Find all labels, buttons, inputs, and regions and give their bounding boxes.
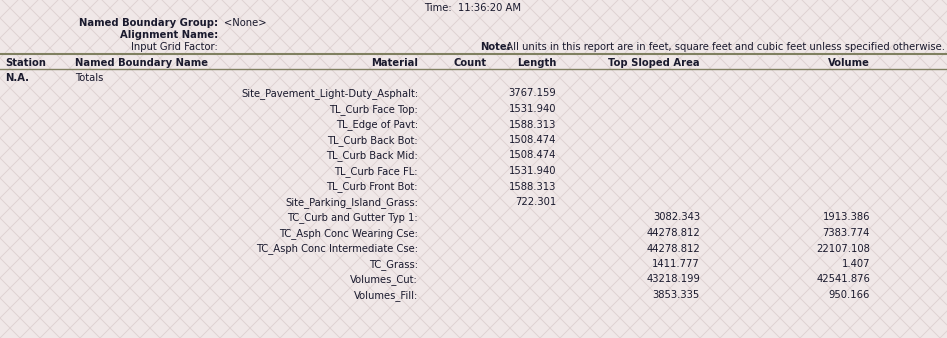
Text: 1588.313: 1588.313 xyxy=(509,120,556,129)
Text: Volumes_Fill:: Volumes_Fill: xyxy=(354,290,418,301)
Text: TL_Curb Back Mid:: TL_Curb Back Mid: xyxy=(327,150,418,162)
Text: N.A.: N.A. xyxy=(5,73,29,83)
Text: Length: Length xyxy=(517,58,556,68)
Text: TL_Curb Front Bot:: TL_Curb Front Bot: xyxy=(327,182,418,192)
Text: 1411.777: 1411.777 xyxy=(652,259,700,269)
Text: 1508.474: 1508.474 xyxy=(509,135,556,145)
Text: 722.301: 722.301 xyxy=(515,197,556,207)
Text: Note:: Note: xyxy=(480,42,510,52)
Text: TC_Asph Conc Intermediate Cse:: TC_Asph Conc Intermediate Cse: xyxy=(256,243,418,255)
Text: 22107.108: 22107.108 xyxy=(816,243,870,254)
Text: Count: Count xyxy=(454,58,487,68)
Text: Totals: Totals xyxy=(75,73,103,83)
Text: TL_Curb Face Top:: TL_Curb Face Top: xyxy=(330,104,418,115)
Text: <None>: <None> xyxy=(224,18,266,28)
Text: TC_Asph Conc Wearing Cse:: TC_Asph Conc Wearing Cse: xyxy=(279,228,418,239)
Text: All units in this report are in feet, square feet and cubic feet unless specifie: All units in this report are in feet, sq… xyxy=(500,42,945,52)
Text: TL_Curb Face FL:: TL_Curb Face FL: xyxy=(334,166,418,177)
Text: Site_Pavement_Light-Duty_Asphalt:: Site_Pavement_Light-Duty_Asphalt: xyxy=(241,89,418,99)
Text: 1531.940: 1531.940 xyxy=(509,104,556,114)
Text: Alignment Name:: Alignment Name: xyxy=(119,30,218,40)
Text: 7383.774: 7383.774 xyxy=(823,228,870,238)
Text: Material: Material xyxy=(371,58,418,68)
Text: 950.166: 950.166 xyxy=(829,290,870,300)
Text: Named Boundary Group:: Named Boundary Group: xyxy=(79,18,218,28)
Text: TL_Curb Back Bot:: TL_Curb Back Bot: xyxy=(328,135,418,146)
Text: Top Sloped Area: Top Sloped Area xyxy=(608,58,700,68)
Text: TL_Edge of Pavt:: TL_Edge of Pavt: xyxy=(336,120,418,130)
Text: TC_Curb and Gutter Typ 1:: TC_Curb and Gutter Typ 1: xyxy=(287,213,418,223)
Text: 3853.335: 3853.335 xyxy=(652,290,700,300)
Text: Input Grid Factor:: Input Grid Factor: xyxy=(132,42,218,52)
Text: TC_Grass:: TC_Grass: xyxy=(369,259,418,270)
Text: 42541.876: 42541.876 xyxy=(816,274,870,285)
Text: Site_Parking_Island_Grass:: Site_Parking_Island_Grass: xyxy=(285,197,418,208)
Text: 1531.940: 1531.940 xyxy=(509,166,556,176)
Text: Volume: Volume xyxy=(828,58,870,68)
Text: 44278.812: 44278.812 xyxy=(646,243,700,254)
Text: Named Boundary Name: Named Boundary Name xyxy=(75,58,208,68)
Text: 44278.812: 44278.812 xyxy=(646,228,700,238)
Text: 3082.343: 3082.343 xyxy=(652,213,700,222)
Text: 1913.386: 1913.386 xyxy=(823,213,870,222)
Text: Station: Station xyxy=(5,58,45,68)
Text: 43218.199: 43218.199 xyxy=(646,274,700,285)
Text: 1588.313: 1588.313 xyxy=(509,182,556,192)
Text: 3767.159: 3767.159 xyxy=(509,89,556,98)
Text: 1508.474: 1508.474 xyxy=(509,150,556,161)
Text: 1.407: 1.407 xyxy=(842,259,870,269)
Text: Volumes_Cut:: Volumes_Cut: xyxy=(350,274,418,285)
Text: Time:  11:36:20 AM: Time: 11:36:20 AM xyxy=(424,3,522,13)
